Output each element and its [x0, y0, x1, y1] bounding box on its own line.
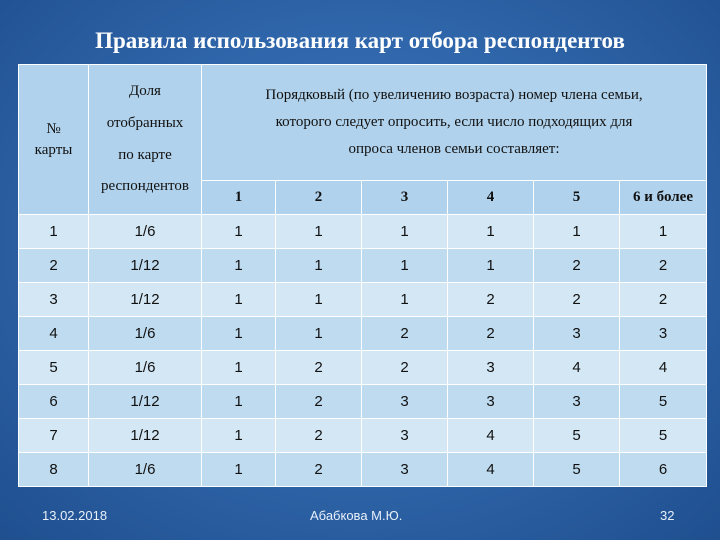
value-cell: 2	[533, 282, 620, 317]
card-number-cell: 1	[18, 214, 89, 249]
value-cell: 2	[618, 282, 708, 317]
value-cell: 1	[275, 248, 362, 283]
share-cell: 1/6	[88, 452, 202, 487]
value-cell: 1	[361, 214, 448, 249]
header-share: Доля отобранных по карте респондентов	[88, 64, 202, 215]
value-cell: 1	[533, 214, 620, 249]
table-row: 7 1/12 1 2 3 4 5 5	[18, 418, 708, 453]
value-cell: 4	[618, 350, 708, 385]
value-cell: 2	[275, 452, 362, 487]
value-cell: 2	[275, 350, 362, 385]
value-cell: 2	[447, 282, 534, 317]
value-cell: 5	[533, 452, 620, 487]
card-number-cell: 2	[18, 248, 89, 283]
value-cell: 1	[361, 282, 448, 317]
header-family-size: 3	[361, 180, 448, 215]
value-cell: 1	[201, 452, 276, 487]
value-cell: 1	[618, 214, 708, 249]
value-cell: 4	[533, 350, 620, 385]
card-number-cell: 7	[18, 418, 89, 453]
value-cell: 1	[201, 384, 276, 419]
header-family-size: 6 и более	[618, 180, 708, 215]
value-cell: 1	[201, 418, 276, 453]
value-cell: 3	[533, 384, 620, 419]
value-cell: 1	[447, 248, 534, 283]
share-cell: 1/12	[88, 282, 202, 317]
value-cell: 1	[201, 214, 276, 249]
value-cell: 1	[447, 214, 534, 249]
card-number-cell: 3	[18, 282, 89, 317]
share-cell: 1/12	[88, 418, 202, 453]
respondent-selection-table: № карты Доля отобранных по карте респонд…	[18, 64, 708, 487]
value-cell: 3	[618, 316, 708, 351]
card-number-cell: 5	[18, 350, 89, 385]
share-cell: 1/12	[88, 384, 202, 419]
table-row: 4 1/6 1 1 2 2 3 3	[18, 316, 708, 351]
value-cell: 3	[361, 418, 448, 453]
table-row: 5 1/6 1 2 2 3 4 4	[18, 350, 708, 385]
share-cell: 1/6	[88, 214, 202, 249]
value-cell: 1	[275, 282, 362, 317]
value-cell: 1	[201, 316, 276, 351]
card-number-cell: 6	[18, 384, 89, 419]
value-cell: 1	[201, 350, 276, 385]
header-family-size: 1	[201, 180, 276, 215]
slide-title: Правила использования карт отбора респон…	[95, 28, 625, 53]
table-row: 8 1/6 1 2 3 4 5 6	[18, 452, 708, 487]
header-serial-number: Порядковый (по увеличению возраста) номе…	[200, 64, 708, 181]
value-cell: 2	[447, 316, 534, 351]
value-cell: 5	[618, 384, 708, 419]
value-cell: 1	[275, 316, 362, 351]
header-family-size: 5	[533, 180, 620, 215]
card-number-cell: 4	[18, 316, 89, 351]
value-cell: 3	[361, 452, 448, 487]
value-cell: 2	[361, 350, 448, 385]
value-cell: 1	[201, 282, 276, 317]
header-card-number: № карты	[18, 64, 89, 215]
value-cell: 5	[618, 418, 708, 453]
value-cell: 1	[201, 248, 276, 283]
page-number: 32	[660, 508, 675, 523]
share-cell: 1/12	[88, 248, 202, 283]
value-cell: 2	[361, 316, 448, 351]
value-cell: 4	[447, 452, 534, 487]
table-row: 1 1/6 1 1 1 1 1 1	[18, 214, 708, 249]
value-cell: 1	[275, 214, 362, 249]
value-cell: 2	[275, 384, 362, 419]
table-row: 3 1/12 1 1 1 2 2 2	[18, 282, 708, 317]
value-cell: 5	[533, 418, 620, 453]
table-row: 2 1/12 1 1 1 1 2 2	[18, 248, 708, 283]
value-cell: 2	[618, 248, 708, 283]
card-number-cell: 8	[18, 452, 89, 487]
header-family-size: 4	[447, 180, 534, 215]
value-cell: 3	[361, 384, 448, 419]
footer-author: Абабкова М.Ю.	[310, 508, 403, 523]
value-cell: 3	[533, 316, 620, 351]
footer-date: 13.02.2018	[42, 508, 108, 523]
share-cell: 1/6	[88, 316, 202, 351]
value-cell: 6	[618, 452, 708, 487]
value-cell: 1	[361, 248, 448, 283]
table-row: 6 1/12 1 2 3 3 3 5	[18, 384, 708, 419]
share-cell: 1/6	[88, 350, 202, 385]
value-cell: 3	[447, 384, 534, 419]
value-cell: 2	[533, 248, 620, 283]
value-cell: 4	[447, 418, 534, 453]
value-cell: 2	[275, 418, 362, 453]
value-cell: 3	[447, 350, 534, 385]
header-family-size: 2	[275, 180, 362, 215]
